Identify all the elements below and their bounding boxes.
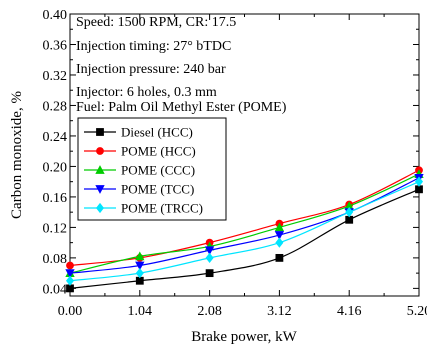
x-tick-label: 1.04 [128,304,153,319]
legend-marker [96,147,104,155]
data-point [135,261,145,271]
x-tick-label: 0.00 [58,304,83,319]
legend-item: POME (CCC) [84,163,195,178]
legend-label: Diesel (HCC) [121,125,193,140]
x-tick-label: 2.08 [197,304,222,319]
annotation-injector: Injector: 6 holes, 0.3 mm [76,85,217,100]
legend-label: POME (TRCC) [121,201,203,216]
axis-ticks [69,13,420,296]
data-point [66,284,74,293]
annotation-fuel: Fuel: Palm Oil Methyl Ester (POME) [76,100,287,115]
y-tick-label: 0.32 [43,69,68,84]
series-line [69,173,420,274]
y-tick-label: 0.20 [43,160,68,175]
series-line [69,181,420,282]
axis-tick-labels: 0.00 1.04 2.08 3.12 4.16 5.20 0.04 0.08 0.12 0.16… [43,8,427,319]
series-5 [65,176,424,286]
data-point [274,222,285,232]
data-point [275,237,284,248]
y-tick-label: 0.28 [43,99,68,114]
legend-item: POME (TCC) [84,182,194,197]
y-tick-label: 0.16 [43,191,68,206]
legend-marker [95,202,105,214]
series-line [69,169,420,267]
data-point [414,176,424,187]
legend-label: POME (CCC) [121,163,195,178]
legend-item: POME (TRCC) [84,201,203,216]
legend-item: Diesel (HCC) [84,125,193,140]
y-tick-label: 0.04 [43,282,68,297]
legend-marker [95,165,105,174]
data-point [135,276,144,285]
x-tick-label: 3.12 [267,304,292,319]
annotation-block: Speed: 1500 RPM, CR: 17.5 Injection timi… [76,15,287,115]
legend-label: POME (TCC) [121,182,194,197]
legend-item: POME (HCC) [84,144,196,159]
data-point [415,185,423,194]
data-point [135,251,145,261]
data-point [345,215,354,224]
series-1 [66,185,423,293]
y-axis-title: Carbon monoxide, % [9,91,25,219]
y-tick-label: 0.12 [43,221,68,236]
series-line [69,188,420,289]
annotation-speed: Speed: 1500 RPM, CR: 17.5 [76,15,236,30]
data-point [135,267,144,279]
series-layer [65,166,424,293]
data-point [274,231,285,240]
x-tick-label: 5.20 [407,304,427,319]
y-tick-label: 0.24 [43,130,68,145]
x-axis-title: Brake power, kW [191,329,297,345]
data-point [65,275,75,286]
data-point [205,269,214,278]
data-point [345,207,354,218]
y-tick-label: 0.36 [43,38,68,53]
legend-marker [95,185,105,194]
legend-marker [96,128,104,136]
data-point [66,261,74,270]
data-point [65,269,75,278]
data-point [204,246,215,256]
y-tick-label: 0.08 [43,252,68,267]
data-point [205,252,214,264]
legend-label: POME (HCC) [121,144,196,159]
legend: Diesel (HCC) POME (HCC) POME (CCC) POME (TC… [77,117,227,221]
annotation-injection-pressure: Injection pressure: 240 bar [76,62,226,77]
annotation-injection-timing: Injection timing: 27° bTDC [76,39,231,54]
data-point [275,253,284,262]
x-tick-label: 4.16 [337,304,362,319]
y-tick-label: 0.40 [43,8,68,23]
